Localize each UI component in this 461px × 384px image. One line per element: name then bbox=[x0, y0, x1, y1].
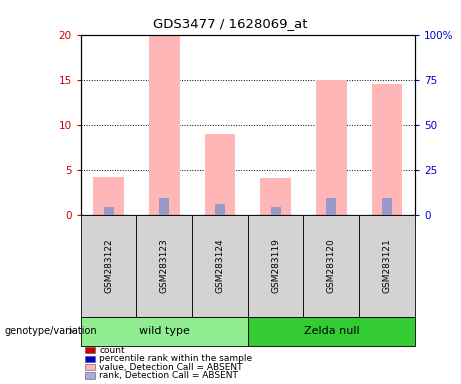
Text: GSM283120: GSM283120 bbox=[327, 238, 336, 293]
Text: GSM283122: GSM283122 bbox=[104, 238, 113, 293]
Text: genotype/variation: genotype/variation bbox=[5, 326, 97, 336]
Bar bbox=[372, 84, 402, 215]
Text: wild type: wild type bbox=[139, 326, 189, 336]
Bar bbox=[159, 199, 169, 215]
Text: rank, Detection Call = ABSENT: rank, Detection Call = ABSENT bbox=[99, 371, 238, 380]
Text: value, Detection Call = ABSENT: value, Detection Call = ABSENT bbox=[99, 362, 242, 372]
Text: count: count bbox=[99, 346, 125, 355]
Bar bbox=[93, 177, 124, 215]
Text: Zelda null: Zelda null bbox=[303, 326, 359, 336]
Text: GSM283119: GSM283119 bbox=[271, 238, 280, 293]
Text: GSM283121: GSM283121 bbox=[383, 238, 391, 293]
Bar bbox=[382, 198, 392, 215]
Text: GSM283123: GSM283123 bbox=[160, 238, 169, 293]
Bar bbox=[271, 207, 281, 215]
Text: GSM283124: GSM283124 bbox=[215, 238, 225, 293]
Bar bbox=[205, 134, 235, 215]
Bar bbox=[316, 80, 347, 215]
Bar bbox=[215, 204, 225, 215]
Bar bbox=[149, 36, 179, 215]
Bar bbox=[326, 198, 337, 215]
Bar bbox=[260, 178, 291, 215]
Bar bbox=[104, 207, 113, 215]
Text: GDS3477 / 1628069_at: GDS3477 / 1628069_at bbox=[153, 17, 308, 30]
Text: percentile rank within the sample: percentile rank within the sample bbox=[99, 354, 252, 363]
